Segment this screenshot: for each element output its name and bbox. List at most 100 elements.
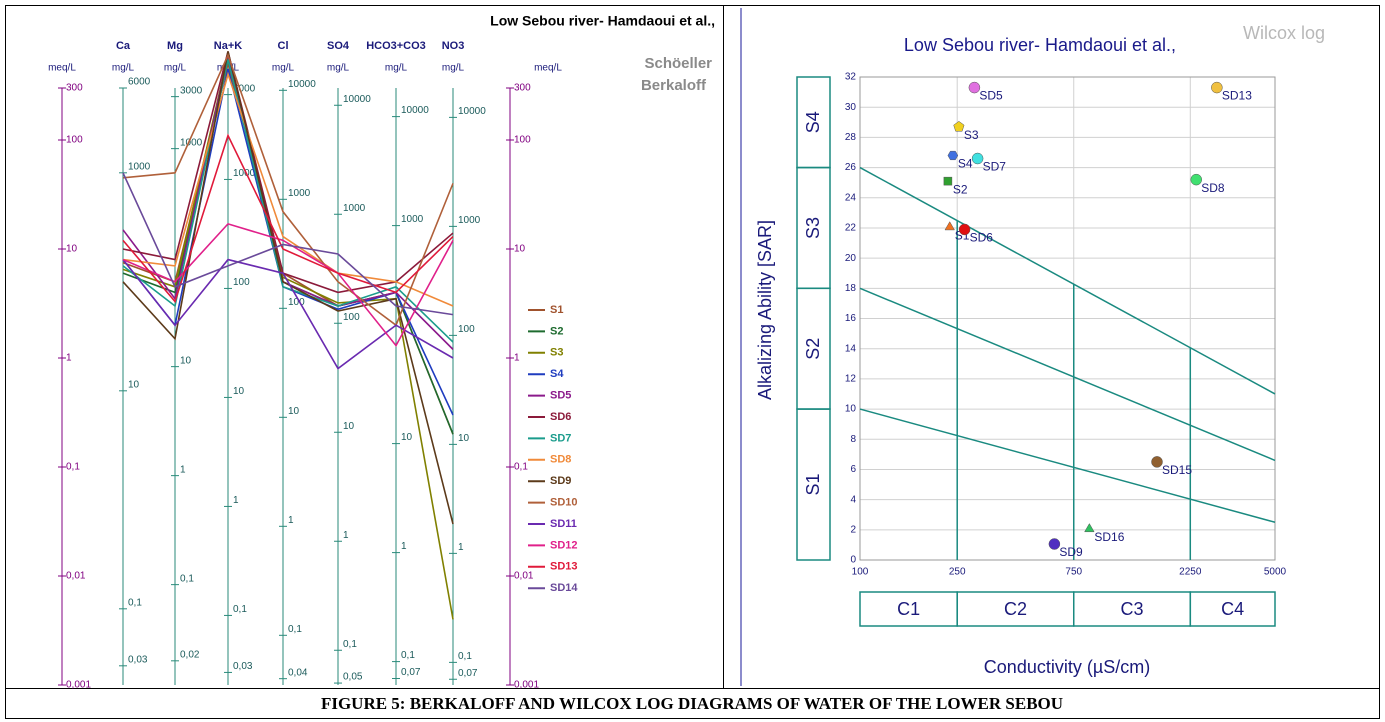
class-boundary [859,287,1276,462]
column-tick-label: 0,1 [180,573,194,584]
column-tick-label: 6000 [128,77,151,88]
point-label: S3 [964,128,979,142]
column-tick-label: 100 [458,324,475,335]
column-tick-label: 0,1 [401,650,415,661]
column-unit: mg/L [217,63,240,74]
y-tick-label: 28 [845,132,857,143]
y-tick-label: 10 [845,404,857,415]
left-chart-title: Low Sebou river- Hamdaoui et al., [490,13,715,29]
column-tick-label: 10000 [343,94,371,105]
y-tick-label: 10 [66,244,78,255]
column-tick-label: 0,04 [288,667,308,678]
point [943,176,953,186]
point-label: SD9 [1059,545,1083,559]
y-tick-label: 0,1 [66,462,80,473]
y-tick-label: 18 [845,283,857,294]
legend-label: SD6 [550,411,571,423]
plot-frame [859,76,1276,561]
column-tick-label: 10000 [401,105,429,116]
s-class-label: S4 [803,111,823,133]
x-tick-label: 5000 [1264,567,1287,578]
column-tick-label: 10 [128,379,140,390]
column-tick-label: 10000 [458,106,486,117]
legend-label: SD12 [550,539,578,551]
legend-label: SD10 [550,497,578,509]
series-line [122,51,454,525]
y-tick-label: 300 [514,83,531,94]
y-tick-label: 2 [850,524,856,535]
column-tick-label: 1000 [288,188,311,199]
y-tick-label: 0 [850,555,856,566]
legend-label: SD13 [550,561,578,573]
x-tick-label: 100 [852,567,869,578]
column-unit: mg/L [385,63,408,74]
y-tick-label: 20 [845,253,857,264]
y-tick-label: 6 [850,464,856,475]
corner-label: Wilcox log [1243,23,1325,43]
class-boundary [859,408,1276,523]
column-tick-label: 0,02 [180,649,200,660]
column-tick-label: 1 [233,495,239,506]
s-class-label: S2 [803,338,823,360]
y-tick-label: 1 [514,353,520,364]
column-tick-label: 10 [401,432,413,443]
column-unit: mg/L [112,63,135,74]
column-tick-label: 1000 [401,214,424,225]
point [1211,81,1223,94]
right-chart-title: Low Sebou river- Hamdaoui et al., [904,35,1176,55]
column-header: Na+K [214,40,242,52]
y-tick-label: 10 [514,244,526,255]
legend-label: S2 [550,325,563,337]
column-tick-label: 0,1 [288,624,302,635]
column-tick-label: 1 [458,542,464,553]
column-tick-label: 10 [233,386,245,397]
column-header: NO3 [442,40,465,52]
legend-label: SD11 [550,518,577,530]
series-line [122,71,454,307]
legend-label: S3 [550,347,563,359]
y-tick-label: 1 [66,353,72,364]
column-tick-label: 0,03 [233,661,253,672]
column-tick-label: 1 [288,515,294,526]
y-tick-label: 22 [845,223,857,234]
legend-label: S1 [550,304,563,316]
point [968,81,981,94]
column-tick-label: 100 [233,277,250,288]
point-label: SD6 [970,231,994,245]
y-axis-label: Alkalizing Ability [SAR] [755,220,775,400]
point [1084,523,1095,533]
column-header: SO4 [327,40,350,52]
y-tick-label: 0,01 [514,571,534,582]
y-tick-label: 32 [845,72,857,83]
y-tick-label: 24 [845,192,857,203]
point-label: SD8 [1201,181,1225,195]
y-tick-label: 16 [845,313,857,324]
column-tick-label: 1 [401,541,407,552]
column-tick-label: 1 [343,530,349,541]
column-tick-label: 1000 [233,168,256,179]
column-tick-label: 100 [343,312,360,323]
column-tick-label: 1 [180,464,186,475]
y-tick-label: 4 [850,494,856,505]
column-tick-label: 3000 [180,85,203,96]
legend-label: SD7 [550,432,571,444]
column-header: Cl [278,40,289,52]
column-tick-label: 0,07 [458,668,478,679]
column-tick-label: 0,1 [343,639,357,650]
series-line [122,258,454,370]
point [947,150,959,161]
point [953,121,965,132]
s-class-label: S3 [803,217,823,239]
s-class-box [796,76,831,169]
left-chart-subtitle: Schöeller [644,55,712,72]
series-line [122,133,454,304]
column-tick-label: 0,07 [401,667,421,678]
column-tick-label: 6000 [233,83,256,94]
left-chart-subtitle: Berkaloff [641,77,707,94]
point [958,223,971,236]
column-header: HCO3+CO3 [366,40,426,52]
series-line [122,172,454,316]
legend-label: SD9 [550,475,571,487]
series-line [122,68,454,416]
